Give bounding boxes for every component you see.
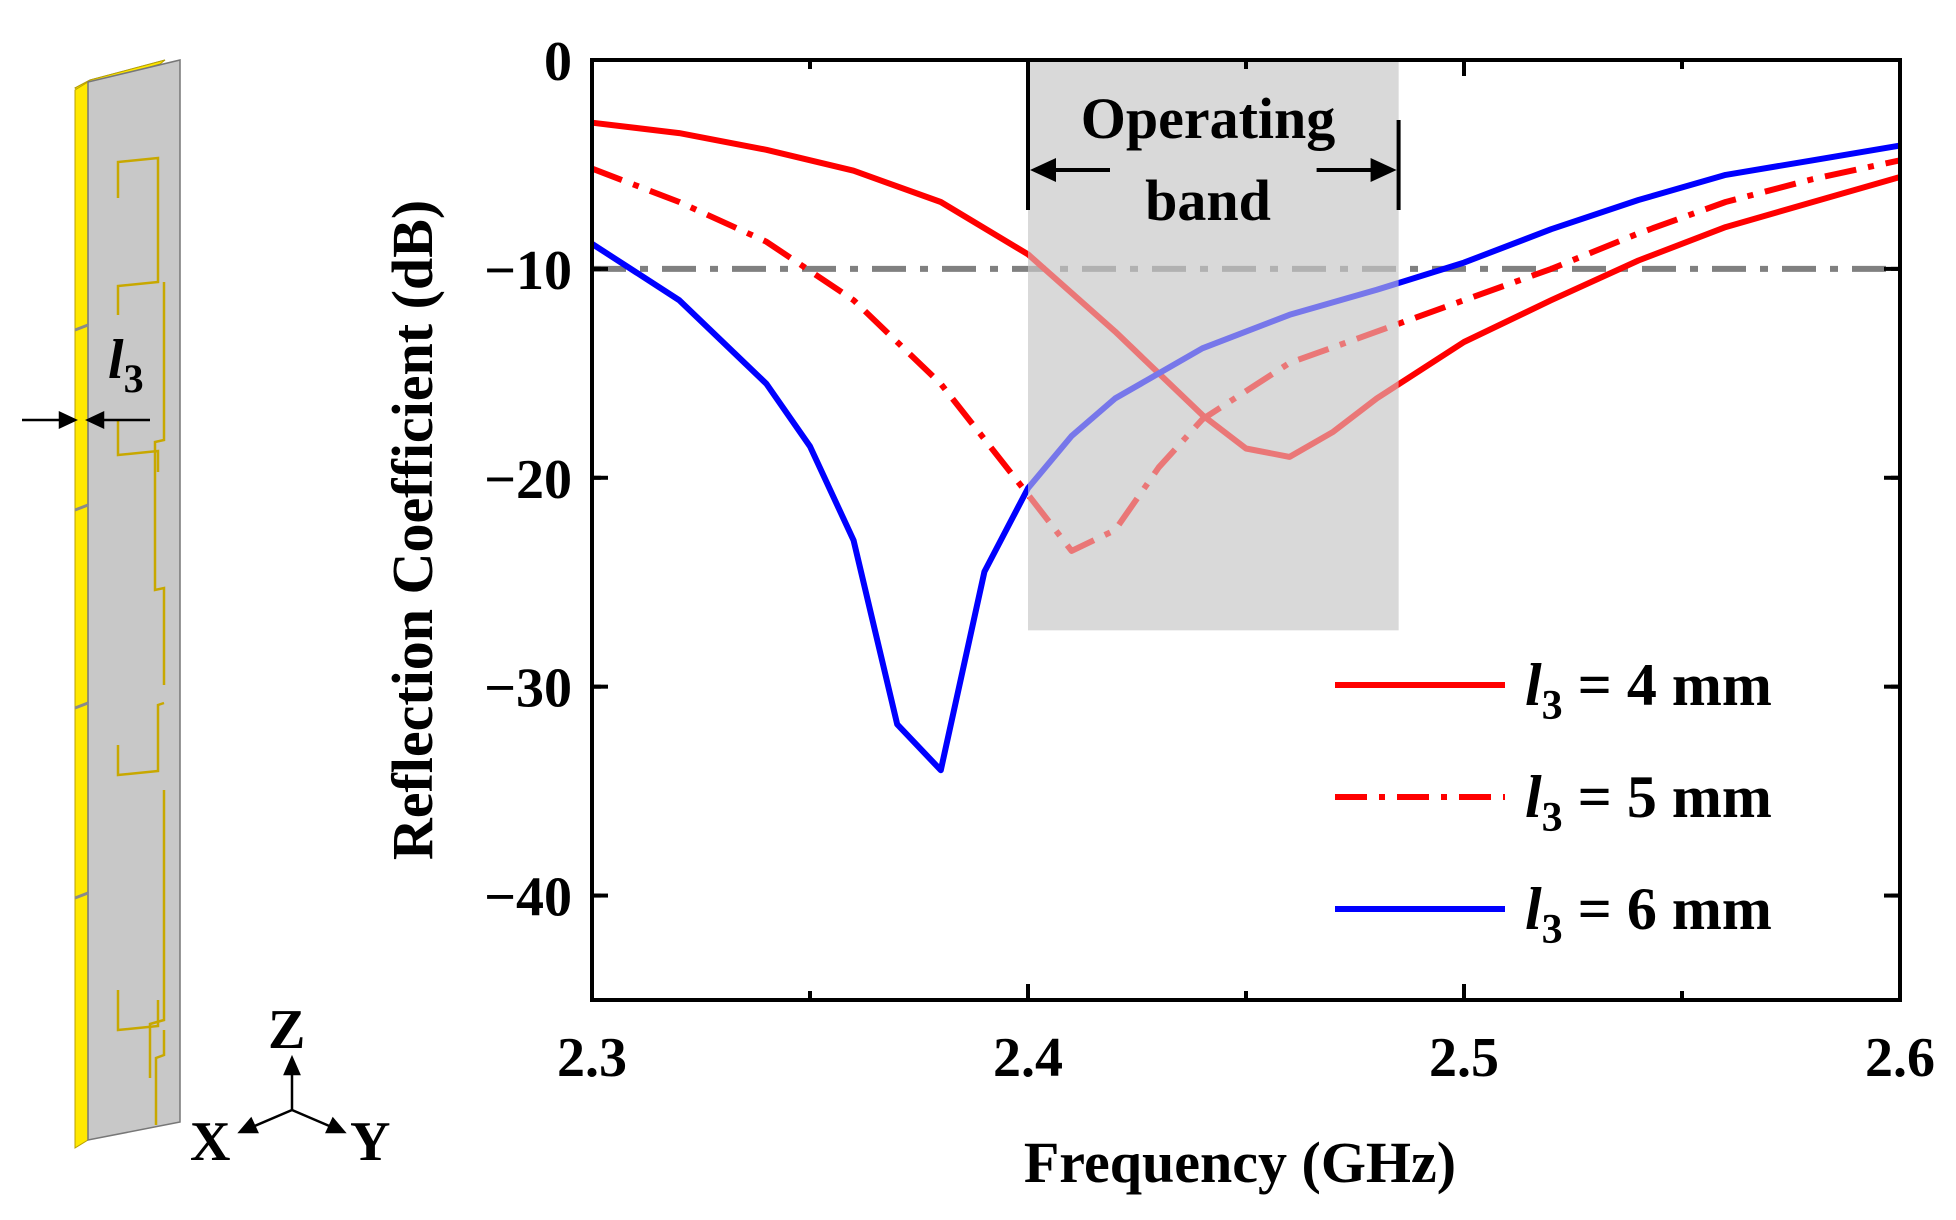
- y-tick-label: −40: [484, 867, 572, 929]
- x-tick-label: 2.4: [993, 1027, 1063, 1089]
- axis-letter-x: X: [190, 1111, 230, 1173]
- y-tick-label: −30: [484, 658, 572, 720]
- band-label-line2: band: [1145, 168, 1271, 233]
- antenna-ground-strip: [74, 81, 89, 1149]
- l3-dimension-arrows: [22, 411, 150, 429]
- coordinate-axes: [237, 1054, 347, 1134]
- l3-dimension-label: l3: [108, 329, 144, 401]
- y-tick-label: 0: [544, 31, 572, 93]
- legend-label-1: l3 = 4 mm: [1525, 652, 1772, 729]
- antenna-substrate: [87, 59, 181, 1141]
- y-tick-label: −20: [484, 449, 572, 511]
- x-axis-title: Frequency (GHz): [1024, 1130, 1456, 1195]
- y-tick-label: −10: [484, 240, 572, 302]
- band-overlay-layer: [1026, 62, 1401, 631]
- series-line-2: [590, 157, 1901, 554]
- tick-layer: 2.3 2.4 2.5 2.6 0 −10 −20 −30 −40: [484, 31, 1935, 1089]
- reflection-chart: 2.3 2.4 2.5 2.6 0 −10 −20 −30 −40 Operating band…: [380, 31, 1935, 1195]
- legend: l3 = 4 mm l3 = 5 mm l3 = 6 mm: [1335, 652, 1772, 953]
- legend-label-3: l3 = 6 mm: [1525, 876, 1772, 953]
- antenna-inset: l3 Z X Y: [22, 59, 390, 1173]
- axis-letter-y: Y: [350, 1111, 390, 1173]
- x-tick-label: 2.3: [557, 1027, 627, 1089]
- y-axis-title: Reflection Coefficient (dB): [380, 200, 445, 860]
- band-right-arrowhead: [1370, 158, 1397, 182]
- band-left-arrowhead: [1030, 158, 1056, 182]
- x-tick-label: 2.5: [1429, 1027, 1499, 1089]
- antenna-traces: [116, 156, 166, 1125]
- band-label-line1: Operating: [1081, 86, 1336, 151]
- x-tick-label: 2.6: [1865, 1027, 1935, 1089]
- legend-label-2: l3 = 5 mm: [1525, 764, 1772, 841]
- antenna-notches: [74, 323, 89, 900]
- operating-band-overlay: [1028, 62, 1399, 631]
- axis-letter-z: Z: [268, 999, 305, 1061]
- band-annotation: Operating band: [1081, 86, 1336, 233]
